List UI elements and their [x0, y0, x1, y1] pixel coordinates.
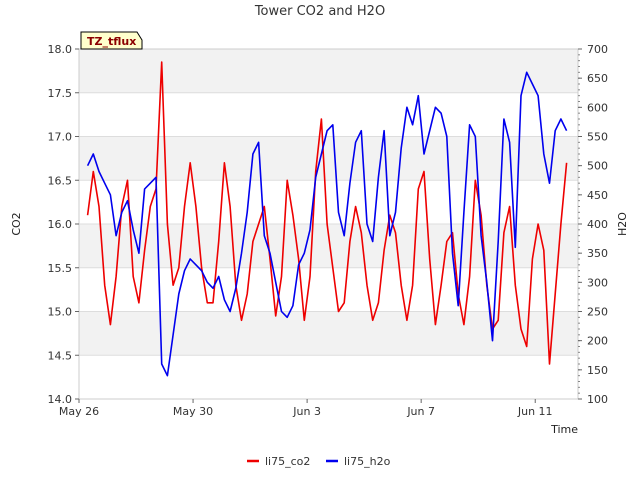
- series-layer: [86, 61, 568, 377]
- series-line-li75_h2o: [86, 71, 568, 377]
- y-tick-label: 16.5: [48, 174, 73, 187]
- y2-tick-label: 350: [587, 247, 608, 260]
- y-tick-label: 17.5: [48, 87, 73, 100]
- y-tick-label: 14.0: [48, 393, 73, 406]
- x-tick-label: Jun 11: [517, 405, 553, 418]
- y2-tick-label: 650: [587, 72, 608, 85]
- x-tick-label: May 30: [173, 405, 213, 418]
- y-axis-left: 14.0 14.5 15.0 15.5 16.0 16.5 17.0 17.5 18.0: [48, 43, 79, 406]
- y2-tick-label: 100: [587, 393, 608, 406]
- y2-tick-label: 600: [587, 101, 608, 114]
- legend: li75_co2 li75_h2o: [247, 455, 391, 468]
- y-tick-label: 16.0: [48, 218, 73, 231]
- tag-badge: TZ_tflux: [80, 31, 143, 50]
- x-tick-label: May 26: [59, 405, 99, 418]
- background-band: [79, 136, 578, 181]
- x-axis-label: Time: [550, 423, 578, 436]
- y-axis-label-left: CO2: [10, 212, 23, 235]
- y2-tick-label: 550: [587, 131, 608, 144]
- y2-tick-label: 300: [587, 276, 608, 289]
- tag-label: TZ_tflux: [87, 35, 136, 48]
- y-tick-label: 14.5: [48, 349, 73, 362]
- y2-tick-label: 500: [587, 160, 608, 173]
- y2-tick-label: 150: [587, 364, 608, 377]
- y-tick-label: 15.0: [48, 306, 73, 319]
- x-axis: May 26 May 30 Jun 3 Jun 7 Jun 11: [59, 399, 553, 418]
- x-tick-label: Jun 7: [406, 405, 435, 418]
- background-band: [79, 311, 578, 356]
- y2-tick-label: 700: [587, 43, 608, 56]
- y-tick-label: 18.0: [48, 43, 73, 56]
- plot-background-bands: [79, 49, 578, 356]
- chart-title: Tower CO2 and H2O: [254, 4, 385, 19]
- y-tick-label: 15.5: [48, 262, 73, 275]
- background-band: [79, 49, 578, 93]
- x-tick-label: Jun 3: [292, 405, 321, 418]
- legend-label-h2o: li75_h2o: [344, 455, 391, 468]
- legend-label-co2: li75_co2: [265, 455, 310, 468]
- y2-tick-label: 250: [587, 306, 608, 319]
- y-tick-label: 17.0: [48, 131, 73, 144]
- y2-tick-label: 400: [587, 218, 608, 231]
- y-axis-right: 100 150 200 250 300 350 400 450 500 550 600 650 700: [578, 43, 608, 406]
- y2-tick-label: 200: [587, 335, 608, 348]
- y2-tick-label: 450: [587, 189, 608, 202]
- y-axis-label-right: H2O: [616, 212, 629, 236]
